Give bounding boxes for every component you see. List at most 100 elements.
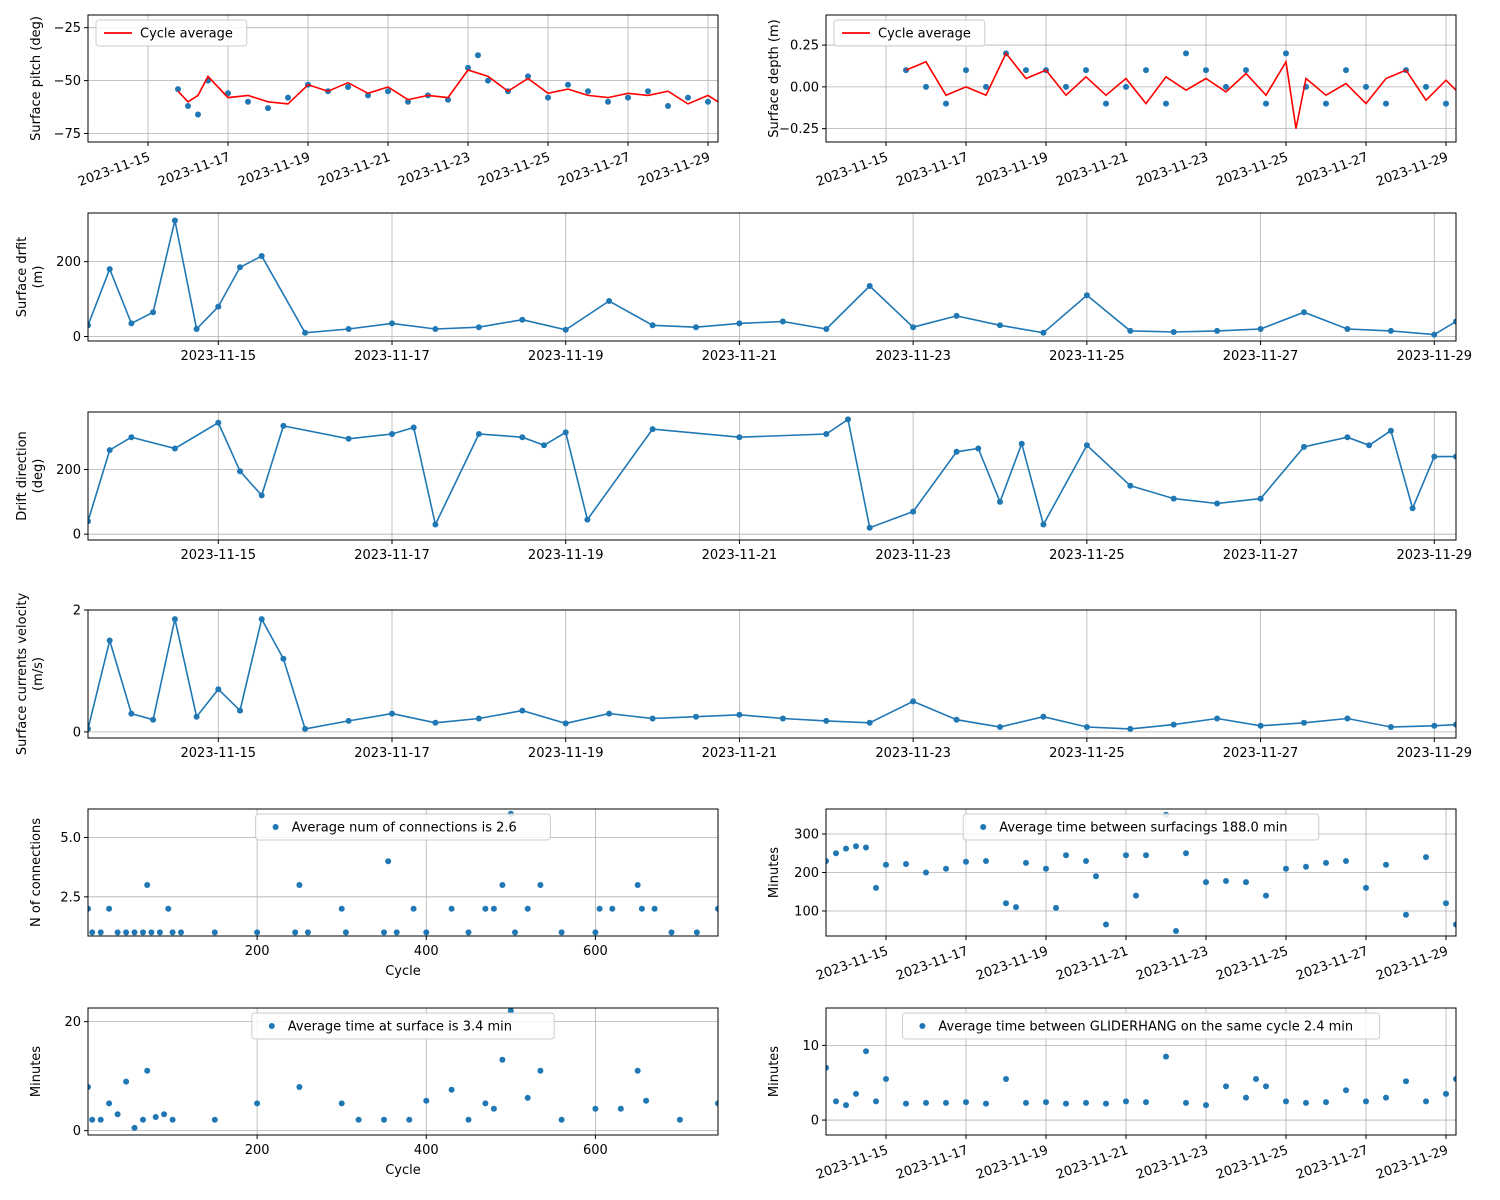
chart-connections: 2.5 5.0 200 400 600 N of connections Cycle Aver…: [29, 808, 719, 979]
data-point: [1409, 505, 1416, 512]
series-line: [88, 220, 1456, 336]
data-point: [296, 1084, 303, 1090]
data-point: [302, 725, 309, 732]
data-point: [843, 845, 849, 852]
chart-drift: 0 200 2023-11-15 2023-11-17 2023-11-19 2023-1…: [15, 212, 1472, 364]
data-point: [1173, 928, 1179, 934]
x-tick-label: 2023-11-29: [1397, 746, 1473, 761]
data-point: [1303, 1099, 1309, 1106]
data-point: [193, 326, 200, 332]
legend-label: Cycle average: [140, 27, 233, 42]
data-point: [903, 1100, 909, 1107]
data-point: [345, 326, 352, 332]
data-point: [736, 434, 743, 441]
data-point: [175, 86, 181, 93]
data-point: [258, 492, 265, 499]
data-point: [873, 884, 879, 891]
data-point: [1123, 1098, 1129, 1105]
data-point: [997, 724, 1003, 730]
chart-time_at_surface: 0 20 200 400 600 Minutes Cycle Average time at …: [29, 1007, 719, 1178]
y-tick-label: 0: [811, 1114, 819, 1129]
data-point: [736, 320, 743, 327]
data-point: [833, 1098, 839, 1105]
data-point: [1453, 453, 1456, 460]
data-point: [1344, 326, 1351, 332]
data-point: [953, 716, 960, 723]
x-tick-label: 2023-11-23: [1134, 944, 1210, 984]
x-tick-label: 2023-11-17: [354, 746, 430, 761]
x-tick-label: 2023-11-17: [156, 150, 232, 190]
x-tick-label: 2023-11-19: [528, 548, 604, 563]
x-tick-label: 2023-11-29: [636, 150, 712, 190]
x-tick-label: 2023-11-19: [528, 746, 604, 761]
data-point: [1423, 83, 1429, 90]
data-point: [512, 929, 518, 936]
data-point: [1103, 921, 1109, 928]
data-point: [1403, 911, 1409, 918]
x-tick-label: 2023-11-17: [354, 548, 430, 563]
legend-box: [95, 19, 248, 47]
data-point: [953, 448, 960, 455]
plot-area-direction: [88, 416, 1456, 531]
y-axis-label: Minutes: [29, 1046, 44, 1097]
data-point: [617, 1105, 624, 1112]
data-point: [1214, 500, 1221, 507]
data-point: [355, 1116, 362, 1123]
data-point: [345, 435, 352, 442]
data-point: [254, 1100, 261, 1107]
data-point: [558, 929, 565, 936]
data-point: [106, 637, 113, 644]
data-point: [693, 713, 699, 720]
data-point: [1083, 442, 1090, 449]
data-point: [1023, 1099, 1029, 1106]
y-axis-label: Surface pitch (deg): [29, 16, 44, 141]
data-point: [1443, 900, 1449, 907]
legend-box: [255, 813, 551, 841]
x-tick-label: 200: [245, 1143, 270, 1158]
data-point: [592, 929, 599, 936]
data-point: [465, 64, 471, 71]
data-point: [609, 905, 616, 912]
data-point: [237, 468, 243, 475]
data-point: [975, 445, 982, 452]
x-tick-label: 600: [583, 1143, 608, 1158]
data-point: [490, 1105, 497, 1112]
data-point: [1183, 50, 1189, 57]
x-tick-label: 2023-11-19: [236, 150, 312, 190]
data-point: [1383, 1094, 1389, 1101]
data-point: [1301, 309, 1307, 316]
data-point: [482, 905, 489, 912]
data-point: [237, 707, 243, 714]
legend-label: Average time between GLIDERHANG on the s…: [938, 1020, 1353, 1035]
data-point: [1344, 434, 1351, 441]
data-point: [923, 1099, 929, 1106]
data-point: [342, 929, 349, 936]
data-point: [649, 322, 656, 329]
data-point: [88, 1084, 91, 1090]
data-point: [285, 94, 291, 101]
data-point: [338, 1100, 345, 1107]
data-point: [389, 431, 395, 437]
data-point: [1443, 1090, 1449, 1097]
x-tick-label: 2023-11-27: [556, 150, 632, 190]
data-point: [292, 929, 299, 936]
data-point: [1170, 329, 1177, 335]
data-point: [161, 1111, 168, 1118]
data-point: [128, 434, 135, 441]
data-point: [525, 73, 531, 80]
data-point: [465, 929, 472, 936]
data-point: [665, 103, 671, 109]
data-point: [178, 929, 184, 936]
data-point: [89, 1116, 96, 1123]
data-point: [983, 83, 989, 90]
data-point: [140, 1116, 146, 1123]
data-point: [365, 92, 371, 99]
data-point: [1323, 1099, 1329, 1106]
data-point: [128, 320, 135, 327]
data-point: [866, 524, 873, 531]
plot-area-depth: [903, 50, 1456, 129]
data-point: [1363, 884, 1369, 891]
y-tick-label: 2.5: [60, 890, 81, 905]
x-tick-label: 2023-11-15: [814, 944, 890, 984]
